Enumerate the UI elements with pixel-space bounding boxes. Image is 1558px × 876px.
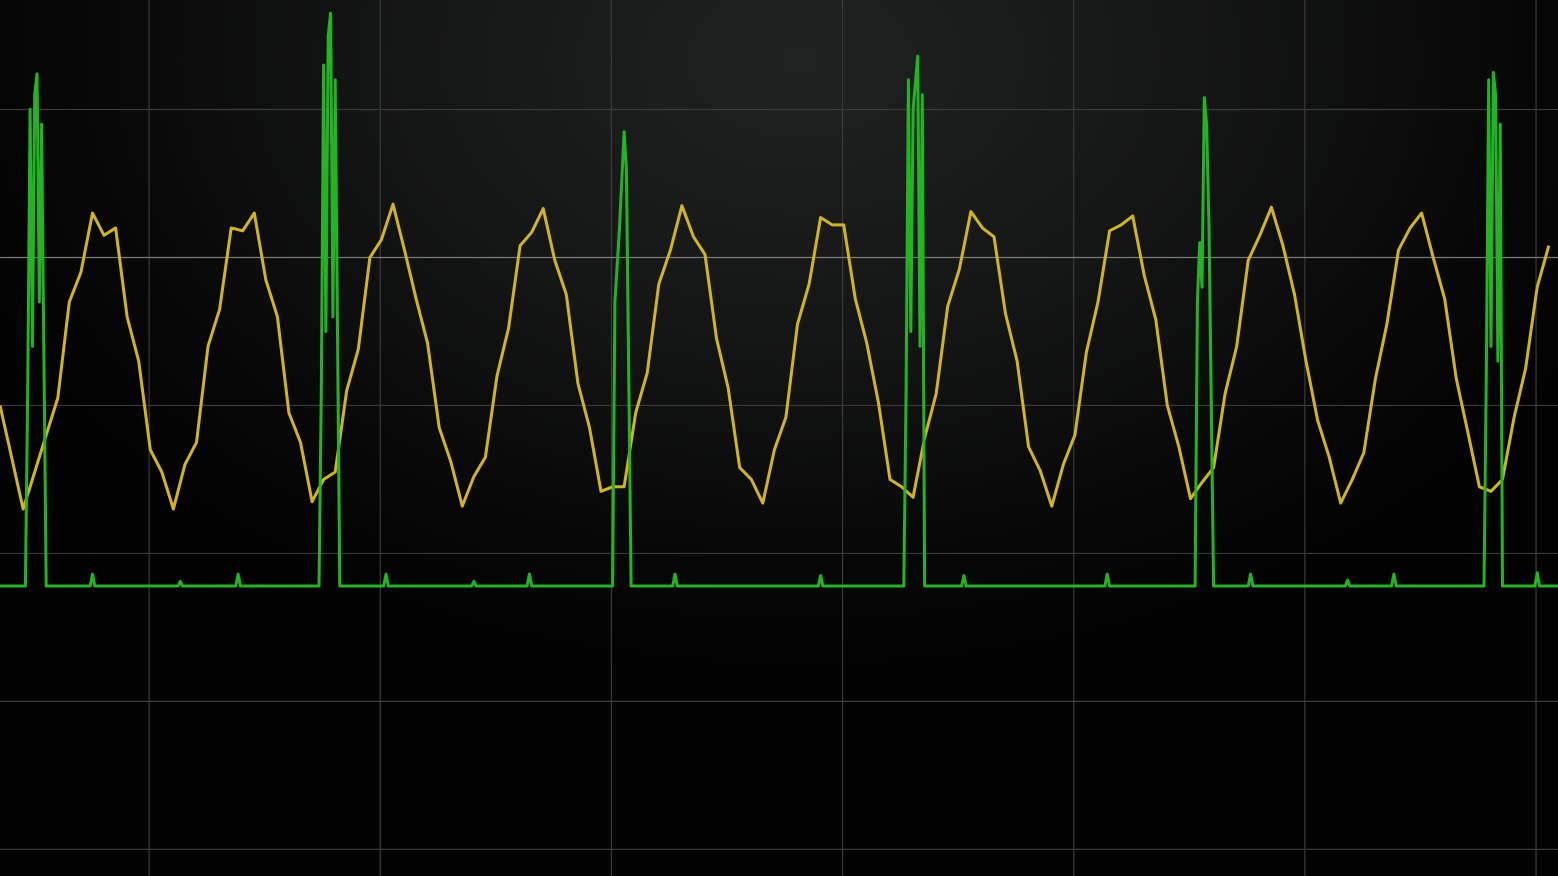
traces: [0, 11, 1558, 588]
trace-yellow: [0, 202, 1551, 511]
trace-green: [0, 11, 1558, 588]
